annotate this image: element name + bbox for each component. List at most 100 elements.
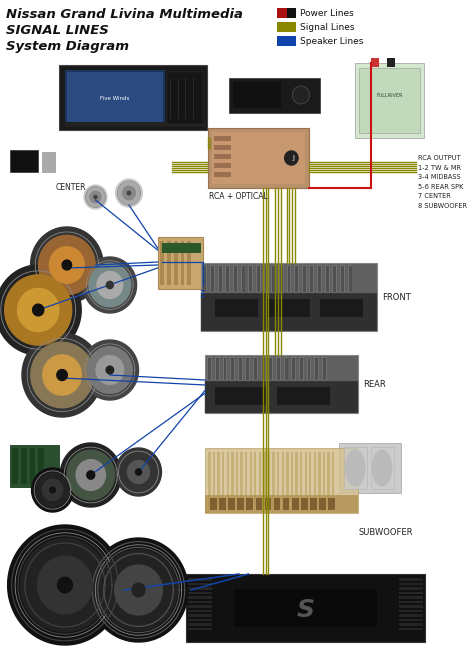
Polygon shape bbox=[37, 556, 92, 614]
Bar bbox=[302, 265, 307, 293]
Bar bbox=[188, 587, 212, 590]
Bar bbox=[188, 614, 212, 616]
Bar bbox=[214, 136, 231, 141]
Bar bbox=[399, 592, 423, 594]
Bar bbox=[12, 448, 18, 484]
Bar bbox=[188, 592, 212, 594]
Bar bbox=[188, 623, 212, 626]
Text: J: J bbox=[292, 155, 294, 161]
Bar bbox=[215, 387, 267, 405]
Bar bbox=[230, 357, 235, 381]
Bar bbox=[356, 63, 424, 138]
Bar bbox=[218, 265, 223, 293]
Bar bbox=[319, 498, 326, 510]
Bar bbox=[188, 628, 212, 630]
Polygon shape bbox=[31, 227, 103, 303]
Polygon shape bbox=[38, 235, 95, 295]
Bar bbox=[399, 618, 423, 621]
Bar bbox=[186, 574, 425, 642]
Text: SUBWOOFER: SUBWOOFER bbox=[358, 528, 413, 537]
Bar bbox=[188, 596, 212, 598]
Bar bbox=[300, 452, 302, 507]
Text: System Diagram: System Diagram bbox=[6, 40, 129, 53]
Bar bbox=[67, 72, 164, 123]
Bar bbox=[320, 299, 363, 317]
Polygon shape bbox=[5, 275, 72, 345]
Bar bbox=[161, 241, 164, 285]
Bar bbox=[242, 266, 245, 292]
Polygon shape bbox=[89, 538, 188, 642]
Bar bbox=[267, 299, 310, 317]
Bar bbox=[399, 623, 423, 626]
Bar bbox=[303, 266, 306, 292]
Bar bbox=[201, 293, 377, 331]
Polygon shape bbox=[115, 565, 163, 615]
Polygon shape bbox=[96, 356, 124, 385]
Polygon shape bbox=[116, 448, 162, 496]
Polygon shape bbox=[83, 257, 137, 313]
Bar bbox=[208, 128, 309, 188]
Bar bbox=[227, 266, 229, 292]
Polygon shape bbox=[97, 271, 123, 298]
Bar bbox=[287, 8, 296, 18]
Bar bbox=[238, 357, 243, 381]
Bar bbox=[236, 452, 238, 507]
Bar bbox=[9, 150, 38, 172]
Polygon shape bbox=[285, 151, 298, 165]
Ellipse shape bbox=[292, 86, 310, 104]
Bar bbox=[310, 265, 314, 293]
Bar bbox=[269, 358, 272, 380]
Bar bbox=[233, 82, 281, 108]
Text: SIGNAL LINES: SIGNAL LINES bbox=[6, 24, 109, 37]
Polygon shape bbox=[128, 460, 149, 484]
Bar bbox=[205, 355, 358, 413]
Bar bbox=[187, 241, 191, 285]
Bar bbox=[387, 58, 395, 67]
Bar bbox=[314, 357, 319, 381]
Bar bbox=[300, 358, 303, 380]
Bar bbox=[261, 357, 265, 381]
Text: FULLRIVER: FULLRIVER bbox=[376, 92, 403, 98]
Bar bbox=[213, 452, 215, 507]
Bar bbox=[268, 357, 273, 381]
Polygon shape bbox=[127, 191, 131, 195]
Bar bbox=[59, 65, 207, 130]
Polygon shape bbox=[120, 454, 156, 490]
Bar bbox=[202, 265, 207, 293]
Bar bbox=[399, 600, 423, 603]
Polygon shape bbox=[60, 443, 121, 507]
Bar bbox=[292, 358, 295, 380]
Bar bbox=[231, 358, 234, 380]
Bar bbox=[263, 452, 265, 507]
Bar bbox=[249, 452, 252, 507]
Bar bbox=[285, 358, 288, 380]
Text: Signal Lines: Signal Lines bbox=[300, 23, 355, 32]
Bar bbox=[233, 265, 238, 293]
Bar bbox=[277, 387, 329, 405]
Bar bbox=[246, 358, 249, 380]
Bar bbox=[359, 68, 420, 133]
Text: FRONT: FRONT bbox=[382, 293, 411, 302]
Polygon shape bbox=[50, 487, 55, 493]
Bar bbox=[234, 266, 237, 292]
Bar bbox=[65, 122, 206, 127]
Polygon shape bbox=[20, 538, 109, 632]
Bar bbox=[291, 452, 293, 507]
Polygon shape bbox=[67, 450, 115, 500]
Bar bbox=[188, 582, 212, 585]
Bar bbox=[255, 498, 262, 510]
Bar bbox=[399, 578, 423, 580]
Bar bbox=[215, 299, 258, 317]
Bar bbox=[310, 498, 317, 510]
Bar bbox=[339, 443, 401, 493]
Bar bbox=[371, 447, 393, 489]
Bar bbox=[210, 498, 217, 510]
Polygon shape bbox=[43, 355, 82, 395]
Bar bbox=[181, 241, 184, 285]
Polygon shape bbox=[31, 342, 93, 408]
Bar bbox=[295, 266, 298, 292]
Bar bbox=[292, 357, 296, 381]
Text: RCA + OPTICAL: RCA + OPTICAL bbox=[210, 192, 268, 201]
Polygon shape bbox=[132, 584, 145, 597]
Bar bbox=[328, 498, 335, 510]
